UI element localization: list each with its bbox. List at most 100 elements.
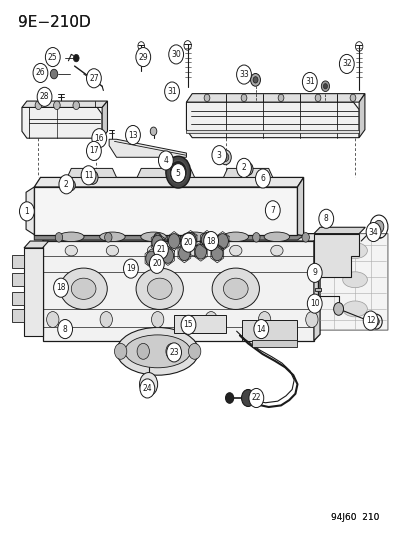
Circle shape [250, 74, 260, 86]
Circle shape [151, 312, 164, 327]
Ellipse shape [65, 245, 77, 256]
Polygon shape [174, 316, 225, 333]
Circle shape [81, 166, 96, 185]
Circle shape [278, 94, 283, 102]
Polygon shape [43, 233, 319, 241]
Text: 9: 9 [311, 268, 316, 277]
Polygon shape [314, 288, 320, 292]
Polygon shape [313, 233, 358, 277]
Circle shape [164, 82, 179, 101]
Text: 18: 18 [56, 283, 66, 292]
Circle shape [203, 231, 218, 251]
Ellipse shape [342, 272, 366, 288]
Circle shape [255, 169, 270, 188]
Circle shape [125, 125, 140, 144]
Circle shape [180, 316, 195, 334]
Circle shape [216, 233, 228, 248]
Ellipse shape [147, 278, 172, 300]
Circle shape [204, 94, 209, 102]
Circle shape [152, 235, 163, 250]
Circle shape [201, 232, 212, 247]
Ellipse shape [181, 232, 207, 241]
Text: 29: 29 [138, 53, 148, 62]
Text: 18: 18 [206, 237, 215, 246]
Circle shape [245, 166, 250, 172]
Text: 12: 12 [365, 316, 375, 325]
Circle shape [318, 209, 333, 228]
Circle shape [166, 156, 190, 188]
Text: 20: 20 [183, 238, 193, 247]
Circle shape [211, 146, 226, 165]
Text: 25: 25 [48, 53, 57, 62]
Ellipse shape [116, 327, 198, 375]
Text: 3: 3 [216, 151, 221, 160]
Polygon shape [102, 101, 107, 138]
Polygon shape [34, 230, 303, 240]
Circle shape [140, 379, 154, 398]
Circle shape [35, 101, 42, 110]
Circle shape [180, 233, 195, 252]
Circle shape [261, 176, 268, 185]
Polygon shape [252, 340, 297, 347]
Text: 31: 31 [167, 87, 176, 96]
Circle shape [306, 263, 321, 282]
Circle shape [349, 94, 355, 102]
Circle shape [19, 202, 34, 221]
Text: 20: 20 [152, 260, 161, 268]
Text: 17: 17 [89, 147, 98, 156]
Text: 19: 19 [126, 264, 135, 273]
Ellipse shape [263, 232, 289, 241]
Text: 28: 28 [40, 92, 49, 101]
Circle shape [184, 232, 196, 247]
Circle shape [211, 246, 223, 261]
Text: 31: 31 [304, 77, 314, 86]
Text: 1: 1 [24, 207, 29, 216]
Circle shape [169, 160, 187, 184]
Ellipse shape [342, 301, 366, 317]
Circle shape [104, 232, 112, 242]
Circle shape [253, 319, 268, 338]
Circle shape [204, 312, 217, 327]
Polygon shape [22, 101, 107, 108]
Circle shape [59, 175, 74, 194]
Ellipse shape [223, 278, 247, 300]
Circle shape [252, 232, 259, 242]
Polygon shape [22, 108, 102, 138]
Circle shape [158, 151, 173, 170]
Circle shape [145, 251, 157, 266]
Circle shape [252, 77, 257, 83]
Circle shape [301, 232, 309, 242]
Ellipse shape [223, 232, 248, 241]
Polygon shape [313, 233, 387, 341]
Text: 11: 11 [83, 171, 93, 180]
Polygon shape [241, 319, 297, 341]
Circle shape [301, 72, 316, 92]
Text: 7: 7 [270, 206, 275, 215]
Text: 5: 5 [176, 168, 180, 177]
Text: 26: 26 [36, 68, 45, 77]
Ellipse shape [188, 245, 200, 256]
Polygon shape [223, 168, 272, 177]
Polygon shape [297, 177, 303, 236]
Polygon shape [12, 309, 24, 321]
Text: 2: 2 [241, 164, 246, 172]
Text: 4: 4 [163, 156, 168, 165]
Polygon shape [186, 94, 364, 102]
Ellipse shape [71, 278, 96, 300]
Circle shape [45, 47, 60, 67]
Ellipse shape [140, 232, 166, 241]
Circle shape [362, 311, 377, 330]
Circle shape [195, 244, 206, 259]
Polygon shape [12, 273, 24, 286]
Text: 94J60  210: 94J60 210 [330, 513, 379, 522]
Circle shape [178, 246, 190, 261]
Polygon shape [34, 187, 297, 235]
Polygon shape [186, 130, 358, 133]
Ellipse shape [136, 268, 183, 310]
Circle shape [168, 233, 179, 248]
Text: 9E−210D: 9E−210D [18, 14, 90, 30]
Ellipse shape [147, 245, 159, 256]
Circle shape [123, 259, 138, 278]
Circle shape [188, 343, 200, 359]
Polygon shape [43, 241, 313, 341]
